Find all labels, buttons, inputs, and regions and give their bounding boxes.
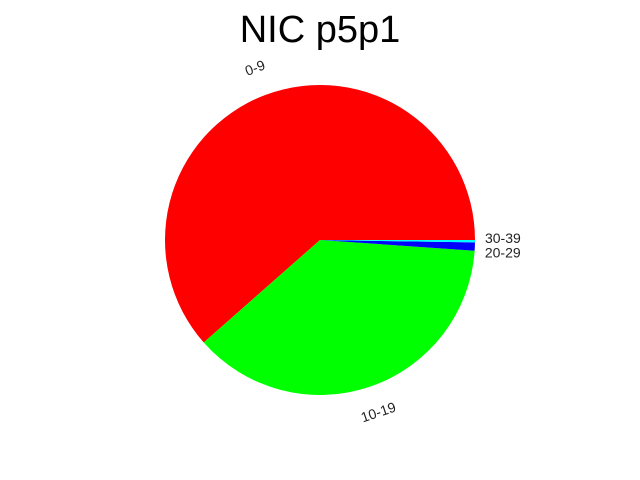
slice-label-0-9: 0-9 [243,57,268,79]
pie-slice-0-9 [164,84,475,343]
pie-slices [164,84,475,395]
pie-slice-20-29 [320,240,475,251]
chart-title: NIC p5p1 [240,9,401,51]
pie-slice-30-39 [320,240,475,243]
slice-label-20-29: 20-29 [485,244,521,260]
slice-label-10-19: 10-19 [359,399,398,426]
slice-label-30-39: 30-39 [485,230,521,246]
pie-slice-10-19 [203,240,475,395]
